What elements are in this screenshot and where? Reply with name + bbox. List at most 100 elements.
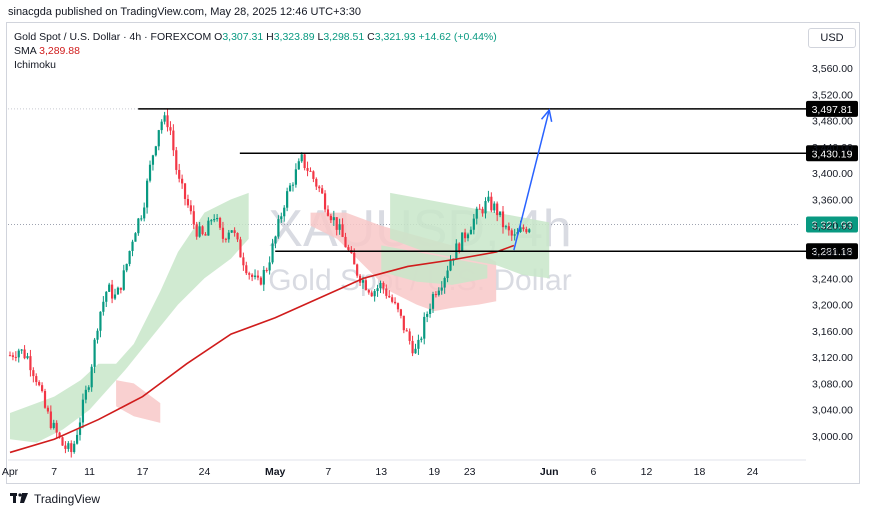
candle-body[interactable] xyxy=(181,178,184,184)
candle-body[interactable] xyxy=(52,422,55,429)
candle-body[interactable] xyxy=(113,294,117,299)
candle-body[interactable] xyxy=(166,115,169,128)
candle-body[interactable] xyxy=(271,243,274,263)
candle-body[interactable] xyxy=(463,232,467,239)
candle-body[interactable] xyxy=(335,217,338,230)
candle-body[interactable] xyxy=(283,207,286,217)
candle-body[interactable] xyxy=(201,226,204,235)
arrow-shaft[interactable] xyxy=(513,109,550,251)
candle-body[interactable] xyxy=(498,211,502,216)
candle-body[interactable] xyxy=(431,294,435,309)
candle-body[interactable] xyxy=(26,356,29,359)
candle-body[interactable] xyxy=(426,313,429,317)
candle-body[interactable] xyxy=(35,376,38,383)
candle-body[interactable] xyxy=(353,252,356,265)
candle-body[interactable] xyxy=(64,445,67,449)
candle-body[interactable] xyxy=(414,348,417,354)
candle-body[interactable] xyxy=(128,250,131,264)
candle-body[interactable] xyxy=(458,243,461,252)
candle-body[interactable] xyxy=(326,209,330,216)
candle-body[interactable] xyxy=(111,284,114,299)
candle-body[interactable] xyxy=(224,238,227,240)
candle-body[interactable] xyxy=(286,191,289,208)
candle-body[interactable] xyxy=(148,164,152,181)
candle-body[interactable] xyxy=(361,280,365,283)
candle-body[interactable] xyxy=(364,280,367,291)
candle-body[interactable] xyxy=(137,218,140,234)
candle-body[interactable] xyxy=(227,232,230,240)
candle-body[interactable] xyxy=(262,269,265,285)
candle-body[interactable] xyxy=(131,241,134,251)
candle-body[interactable] xyxy=(312,171,315,179)
candle-body[interactable] xyxy=(96,330,99,340)
candlestick-series[interactable] xyxy=(8,109,531,458)
candle-body[interactable] xyxy=(218,217,222,228)
candle-body[interactable] xyxy=(373,291,376,297)
candle-body[interactable] xyxy=(484,201,487,214)
symbol-name[interactable]: Gold Spot / U.S. Dollar · 4h · FOREXCOM xyxy=(14,31,212,43)
candle-body[interactable] xyxy=(493,203,496,211)
candle-body[interactable] xyxy=(183,183,187,199)
candle-body[interactable] xyxy=(297,161,300,170)
candle-body[interactable] xyxy=(315,178,318,187)
candle-body[interactable] xyxy=(140,218,143,220)
candle-body[interactable] xyxy=(157,130,160,147)
candle-body[interactable] xyxy=(248,273,251,275)
candle-body[interactable] xyxy=(8,355,12,357)
candle-body[interactable] xyxy=(43,391,47,408)
candle-body[interactable] xyxy=(239,239,242,258)
candle-body[interactable] xyxy=(186,198,190,206)
candle-body[interactable] xyxy=(49,411,52,429)
candle-body[interactable] xyxy=(490,196,493,211)
candle-body[interactable] xyxy=(29,356,32,371)
candle-body[interactable] xyxy=(510,230,513,236)
candle-body[interactable] xyxy=(504,226,508,228)
candle-body[interactable] xyxy=(253,275,257,277)
candle-body[interactable] xyxy=(213,219,216,221)
candle-body[interactable] xyxy=(341,224,344,237)
candle-body[interactable] xyxy=(154,146,157,156)
candle-body[interactable] xyxy=(449,260,452,271)
candle-body[interactable] xyxy=(178,169,181,179)
candle-body[interactable] xyxy=(204,234,207,236)
candle-body[interactable] xyxy=(396,303,400,310)
projection-arrow[interactable] xyxy=(513,108,553,251)
candle-body[interactable] xyxy=(256,275,260,278)
candle-body[interactable] xyxy=(210,220,213,222)
candle-body[interactable] xyxy=(525,229,528,233)
candle-body[interactable] xyxy=(102,301,105,312)
candle-body[interactable] xyxy=(385,288,388,296)
candle-body[interactable] xyxy=(189,205,192,212)
horizontal-levels[interactable]: 3,497.81 3,430.19 3,281.18 3,321.93 xyxy=(138,100,858,260)
candle-body[interactable] xyxy=(344,236,347,248)
candle-body[interactable] xyxy=(519,227,522,233)
candle-body[interactable] xyxy=(146,180,149,208)
candle-body[interactable] xyxy=(402,315,405,331)
candle-body[interactable] xyxy=(67,443,70,449)
candle-body[interactable] xyxy=(14,356,17,358)
candle-body[interactable] xyxy=(501,211,505,228)
candle-body[interactable] xyxy=(195,224,198,237)
candle-body[interactable] xyxy=(105,291,108,302)
sma-row[interactable]: SMA 3,289.88 xyxy=(14,44,497,58)
candle-body[interactable] xyxy=(478,208,481,210)
candle-body[interactable] xyxy=(55,422,58,433)
candle-body[interactable] xyxy=(382,282,385,289)
candle-body[interactable] xyxy=(17,350,20,358)
candle-body[interactable] xyxy=(291,184,295,186)
candle-body[interactable] xyxy=(172,130,175,151)
candle-body[interactable] xyxy=(160,121,163,131)
candle-body[interactable] xyxy=(169,127,172,131)
candle-body[interactable] xyxy=(40,385,44,392)
candle-body[interactable] xyxy=(245,265,248,274)
candle-body[interactable] xyxy=(216,217,219,220)
candle-body[interactable] xyxy=(58,432,61,438)
candle-body[interactable] xyxy=(393,301,397,304)
candle-body[interactable] xyxy=(288,185,292,192)
candle-body[interactable] xyxy=(268,262,271,271)
candle-body[interactable] xyxy=(265,269,268,271)
candle-body[interactable] xyxy=(198,226,201,237)
candle-body[interactable] xyxy=(417,339,420,349)
candle-body[interactable] xyxy=(236,232,239,240)
